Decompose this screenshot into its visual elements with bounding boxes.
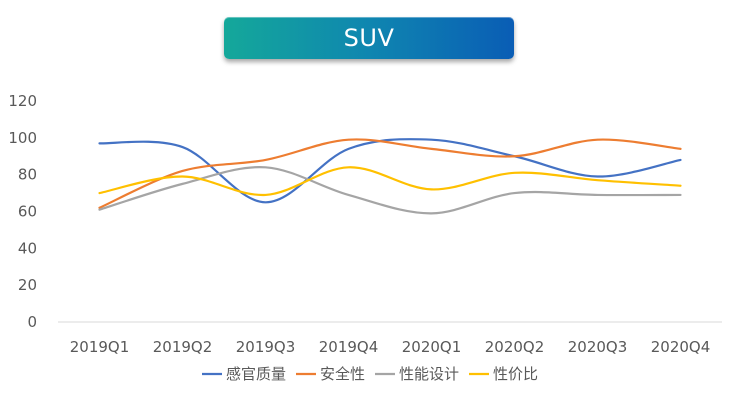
x-tick-label: 2020Q2 (485, 338, 545, 356)
y-tick-label: 100 (8, 129, 37, 147)
x-tick-label: 2020Q1 (402, 338, 462, 356)
x-tick-label: 2019Q2 (153, 338, 213, 356)
legend-label: 性价比 (493, 365, 538, 383)
chart-title: SUV (343, 24, 395, 52)
y-tick-label: 60 (18, 203, 37, 221)
legend-label: 性能设计 (399, 365, 459, 383)
y-tick-label: 0 (27, 313, 37, 331)
x-tick-label: 2020Q3 (568, 338, 628, 356)
y-tick-label: 120 (8, 92, 37, 110)
series-line-2 (98, 166, 682, 215)
x-tick-label: 2019Q3 (236, 338, 296, 356)
legend-label: 感官质量 (226, 365, 286, 383)
legend-label: 安全性 (320, 365, 365, 383)
y-tick-label: 80 (18, 166, 37, 184)
x-tick-label: 2020Q4 (651, 338, 711, 356)
y-tick-label: 20 (18, 276, 37, 294)
y-tick-label: 40 (18, 239, 37, 257)
x-tick-label: 2019Q4 (319, 338, 379, 356)
series-line-3 (98, 166, 682, 197)
chart-title-banner: SUV (224, 17, 514, 59)
x-tick-label: 2019Q1 (70, 338, 130, 356)
series-line-1 (98, 138, 682, 209)
